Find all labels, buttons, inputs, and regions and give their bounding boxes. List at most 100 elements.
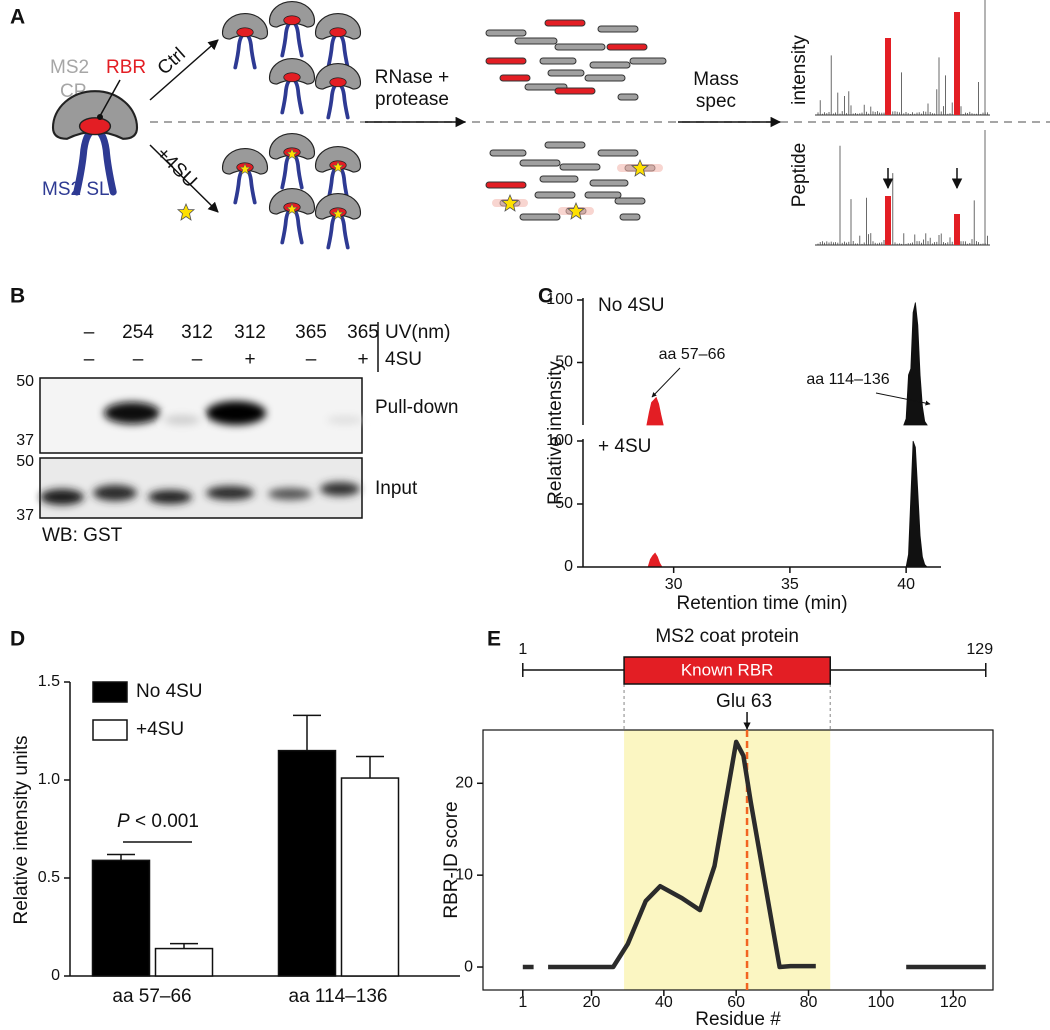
lane-label: 312: [234, 322, 266, 343]
y-tick-label: 1.0: [38, 771, 60, 788]
panel-title: No 4SU: [598, 295, 665, 316]
panel-label: E: [487, 628, 501, 651]
axis-label: intensity: [789, 35, 810, 105]
marker-label: 50: [16, 453, 34, 470]
label: protease: [375, 89, 449, 110]
legend-swatch: [92, 719, 128, 741]
fragment: [619, 213, 641, 221]
x-tick-label: 1: [518, 994, 527, 1011]
label: RNase +: [375, 67, 449, 88]
fragment: [617, 93, 639, 101]
lane-label: 365: [295, 322, 327, 343]
stem-loop: [280, 77, 304, 115]
band: [320, 482, 360, 496]
bar: [277, 749, 337, 977]
protein-icon: [221, 12, 269, 70]
panel-label: D: [10, 628, 25, 651]
stem-loop: [280, 207, 304, 245]
panel-label: A: [10, 6, 25, 29]
fragment: [606, 43, 648, 51]
protein-icon: [221, 147, 269, 205]
x-tick-label: aa 114–136: [289, 986, 388, 1007]
protein-icon: [314, 62, 362, 120]
highlighted-peak: [954, 214, 960, 245]
star: [500, 193, 520, 212]
blot-label: Input: [375, 478, 418, 499]
stem-loop: [326, 212, 350, 250]
rbr-patch: [283, 72, 301, 83]
plot-frame: [482, 729, 994, 991]
label: 4SU: [385, 349, 422, 370]
fragment: [584, 191, 622, 199]
panel-label: B: [10, 285, 25, 308]
fragment: [519, 159, 561, 167]
band: [40, 489, 84, 505]
range-start: 1: [518, 641, 527, 658]
p-symbol: P: [117, 811, 130, 832]
fragment: [499, 74, 531, 82]
band: [327, 416, 363, 424]
lane-label: 365: [347, 322, 379, 343]
star: [331, 160, 345, 173]
blot: [39, 377, 363, 454]
band: [206, 401, 266, 425]
legend-label: +4SU: [136, 719, 184, 740]
x-tick-label: 35: [781, 576, 799, 593]
fragment: [614, 197, 646, 205]
y-tick-label: 100: [546, 291, 573, 308]
highlighted-peak: [885, 196, 891, 245]
y-axis-label: RBR-ID score: [441, 801, 462, 918]
fragment: [519, 213, 561, 221]
fragment: [485, 181, 527, 189]
highlighted-peak: [954, 12, 960, 115]
band: [93, 485, 137, 501]
peak-area: [903, 302, 928, 426]
fragment: [629, 57, 667, 65]
label: Mass: [693, 69, 738, 90]
annotation-arrow: [875, 392, 931, 406]
coat-protein: [268, 187, 316, 215]
stem-loop: [280, 20, 304, 58]
arrow: [149, 144, 219, 213]
marker-label: 37: [16, 507, 34, 524]
pointer: [99, 79, 121, 117]
band: [268, 488, 312, 500]
y-tick-label: 1.5: [38, 673, 60, 690]
label: Ctrl: [154, 44, 190, 79]
x-axis-label: Residue #: [695, 1009, 781, 1030]
x-tick-label: 100: [868, 994, 895, 1011]
rbr-patch: [329, 77, 347, 88]
x-tick-label: 30: [665, 576, 683, 593]
star: [285, 147, 299, 160]
footer: WB: GST: [42, 525, 123, 546]
panel-label: C: [538, 285, 553, 308]
band: [104, 402, 160, 424]
y-axis-label: Relative intensity units: [11, 735, 32, 924]
protein-icon: [51, 90, 139, 196]
peak-area: [905, 440, 929, 568]
fragment: [584, 74, 626, 82]
y-tick-label: 0: [564, 558, 573, 575]
y-tick-label: 20: [455, 775, 473, 792]
x-tick-label: 120: [940, 994, 967, 1011]
protein-icon: [268, 57, 316, 115]
x-axis-label: Retention time (min): [676, 593, 847, 614]
protein-icon: [268, 132, 316, 190]
panel-b: UV(nm) 4SU 50 37 50 37 Pull-down Input W…: [16, 322, 458, 546]
coat-protein: [268, 0, 316, 28]
legend-label: No 4SU: [136, 681, 203, 702]
stem-loop: [326, 32, 350, 70]
x-tick-label: 40: [897, 576, 915, 593]
annotation: aa 57–66: [659, 346, 726, 363]
label: MS2: [50, 57, 89, 78]
coat-protein: [268, 57, 316, 85]
coat-protein: [51, 90, 139, 140]
bar: [154, 947, 214, 977]
x-tick-label: aa 57–66: [112, 986, 191, 1007]
fragment: [547, 69, 585, 77]
protein-icon: [314, 192, 362, 250]
lane-label: –: [192, 349, 203, 370]
coat-protein: [221, 147, 269, 175]
arrow: [149, 39, 219, 101]
y-tick-label: 50: [555, 354, 573, 371]
